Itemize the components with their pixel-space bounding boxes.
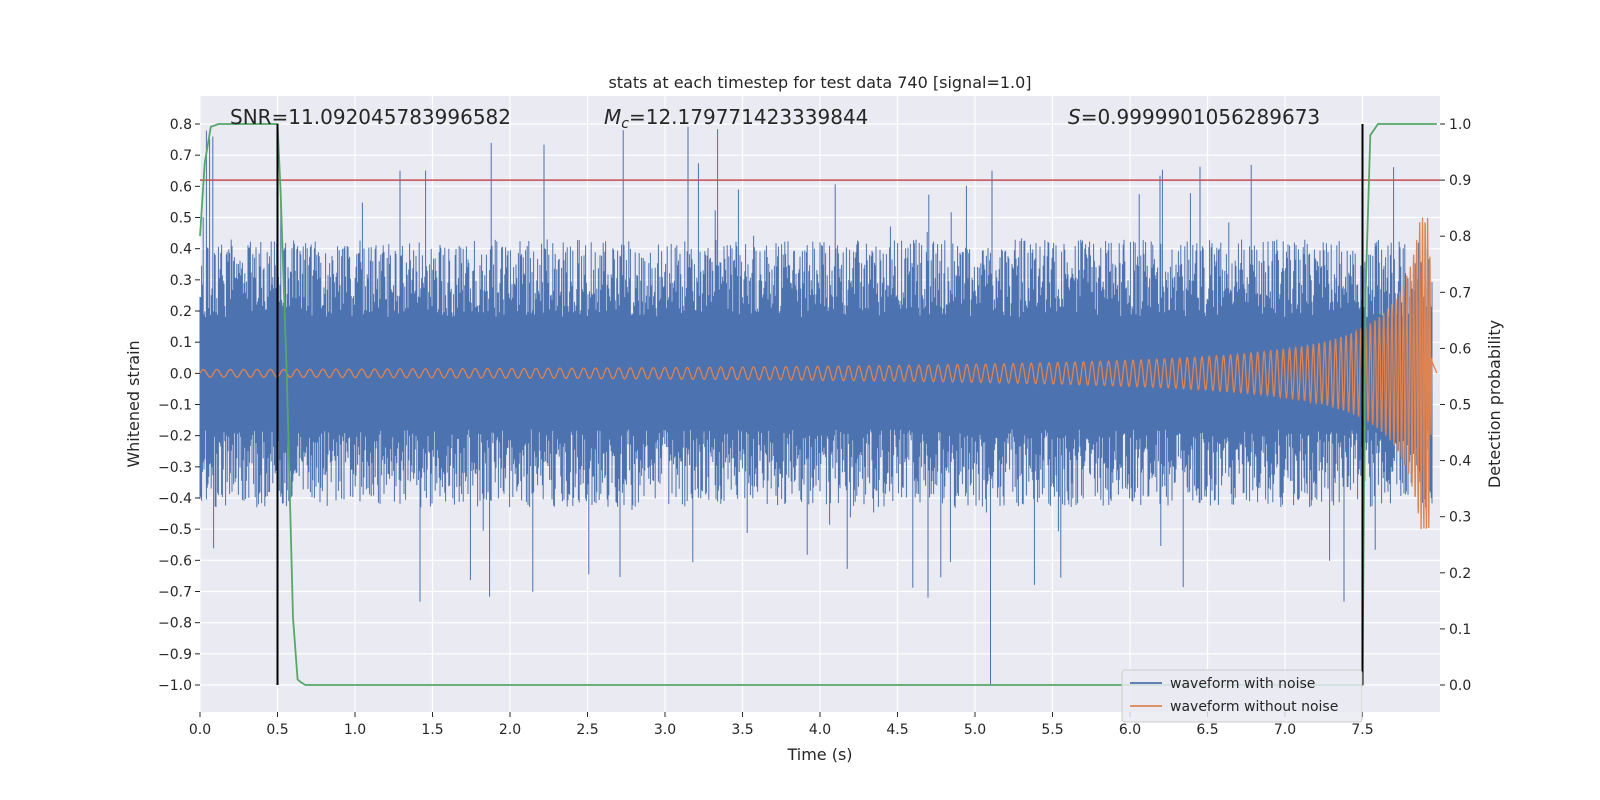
right-y-tick-label: 0.8	[1449, 229, 1471, 245]
legend: waveform with noise waveform without noi…	[1121, 669, 1363, 723]
left-y-tick-label: −0.6	[158, 553, 192, 569]
legend-box	[1121, 669, 1363, 723]
x-tick-label: 1.5	[421, 722, 443, 738]
right-y-axis-label: Detection probability	[1485, 320, 1504, 488]
right-y-tick-label: 0.0	[1449, 678, 1471, 694]
detection-probability-line	[199, 123, 1437, 686]
x-tick-label: 4.5	[886, 722, 908, 738]
legend-label-noise: waveform with noise	[1170, 676, 1315, 692]
x-tick-label: 5.5	[1041, 722, 1063, 738]
x-tick-label: 6.0	[1119, 722, 1141, 738]
right-y-tick-label: 0.3	[1449, 510, 1471, 526]
right-y-tick-label: 1.0	[1449, 117, 1471, 133]
x-tick-label: 5.0	[964, 722, 986, 738]
right-y-tick-label: 0.9	[1449, 173, 1471, 189]
left-y-tick-label: −0.7	[158, 585, 192, 601]
left-y-tick-label: 0.7	[170, 148, 192, 164]
chart-title: stats at each timestep for test data 740…	[608, 73, 1031, 92]
x-tick-label: 3.5	[731, 722, 753, 738]
s-annotation: S=0.9999901056289673	[1068, 105, 1320, 129]
right-y-tick-label: 0.6	[1449, 341, 1471, 357]
x-tick-label: 0.0	[189, 722, 211, 738]
s-value: =0.9999901056289673	[1081, 105, 1320, 129]
left-y-tick-label: 0.6	[170, 179, 192, 195]
right-y-tick-label: 0.5	[1449, 398, 1471, 414]
x-axis-ticks: 0.0 0.5 1.0 1.5 2.0 2.5 3.0 3.5 4.0 4.5 5.0 5.5 6.0 6…	[189, 712, 1374, 738]
series-layer	[199, 123, 1440, 686]
x-tick-label: 7.0	[1274, 722, 1296, 738]
left-y-axis-ticks: 0.8 0.7 0.6 0.5 0.4 0.3 0.2 0.1 0.0 −0.1 −0.2 −0.3 −…	[158, 117, 200, 694]
left-y-tick-label: −0.8	[158, 616, 192, 632]
series-waveform-without-noise	[199, 217, 1438, 530]
x-tick-label: 6.5	[1196, 722, 1218, 738]
x-tick-label: 4.0	[809, 722, 831, 738]
right-y-tick-label: 0.1	[1449, 622, 1471, 638]
left-y-tick-label: 0.5	[170, 211, 192, 227]
x-tick-label: 1.0	[344, 722, 366, 738]
snr-annotation: SNR=11.092045783996582	[230, 105, 511, 129]
left-y-tick-label: 0.3	[170, 273, 192, 289]
left-y-tick-label: 0.1	[170, 335, 192, 351]
chirp-mass-annotation: Mc=12.179771423339844	[604, 105, 868, 132]
right-y-tick-label: 0.7	[1449, 285, 1471, 301]
left-y-tick-label: 0.4	[170, 242, 192, 258]
right-y-tick-label: 0.2	[1449, 566, 1471, 582]
left-y-tick-label: −0.1	[158, 398, 192, 414]
right-y-tick-label: 0.4	[1449, 454, 1471, 470]
x-tick-label: 2.0	[499, 722, 521, 738]
chirp-mass-symbol: M	[604, 105, 621, 129]
left-y-tick-label: −1.0	[158, 678, 192, 694]
left-y-tick-label: −0.3	[158, 460, 192, 476]
left-y-tick-label: 0.0	[170, 366, 192, 382]
left-y-tick-label: −0.5	[158, 522, 192, 538]
chirp-mass-subscript: c	[621, 116, 629, 132]
x-tick-label: 3.0	[654, 722, 676, 738]
s-symbol: S	[1068, 105, 1081, 129]
left-y-tick-label: −0.4	[158, 491, 192, 507]
left-y-tick-label: −0.2	[158, 429, 192, 445]
chirp-mass-value: =12.179771423339844	[629, 105, 868, 129]
right-y-axis-ticks: 1.0 0.9 0.8 0.7 0.6 0.5 0.4 0.3 0.2 0.1 0.0	[1440, 117, 1471, 694]
left-y-tick-label: −0.9	[158, 647, 192, 663]
x-tick-label: 0.5	[266, 722, 288, 738]
x-tick-label: 2.5	[576, 722, 598, 738]
x-axis-label: Time (s)	[786, 745, 852, 764]
left-y-tick-label: 0.2	[170, 304, 192, 320]
x-tick-label: 7.5	[1351, 722, 1373, 738]
left-y-tick-label: 0.8	[170, 117, 192, 133]
legend-label-clean: waveform without noise	[1170, 699, 1338, 715]
left-y-axis-label: Whitened strain	[124, 340, 143, 467]
